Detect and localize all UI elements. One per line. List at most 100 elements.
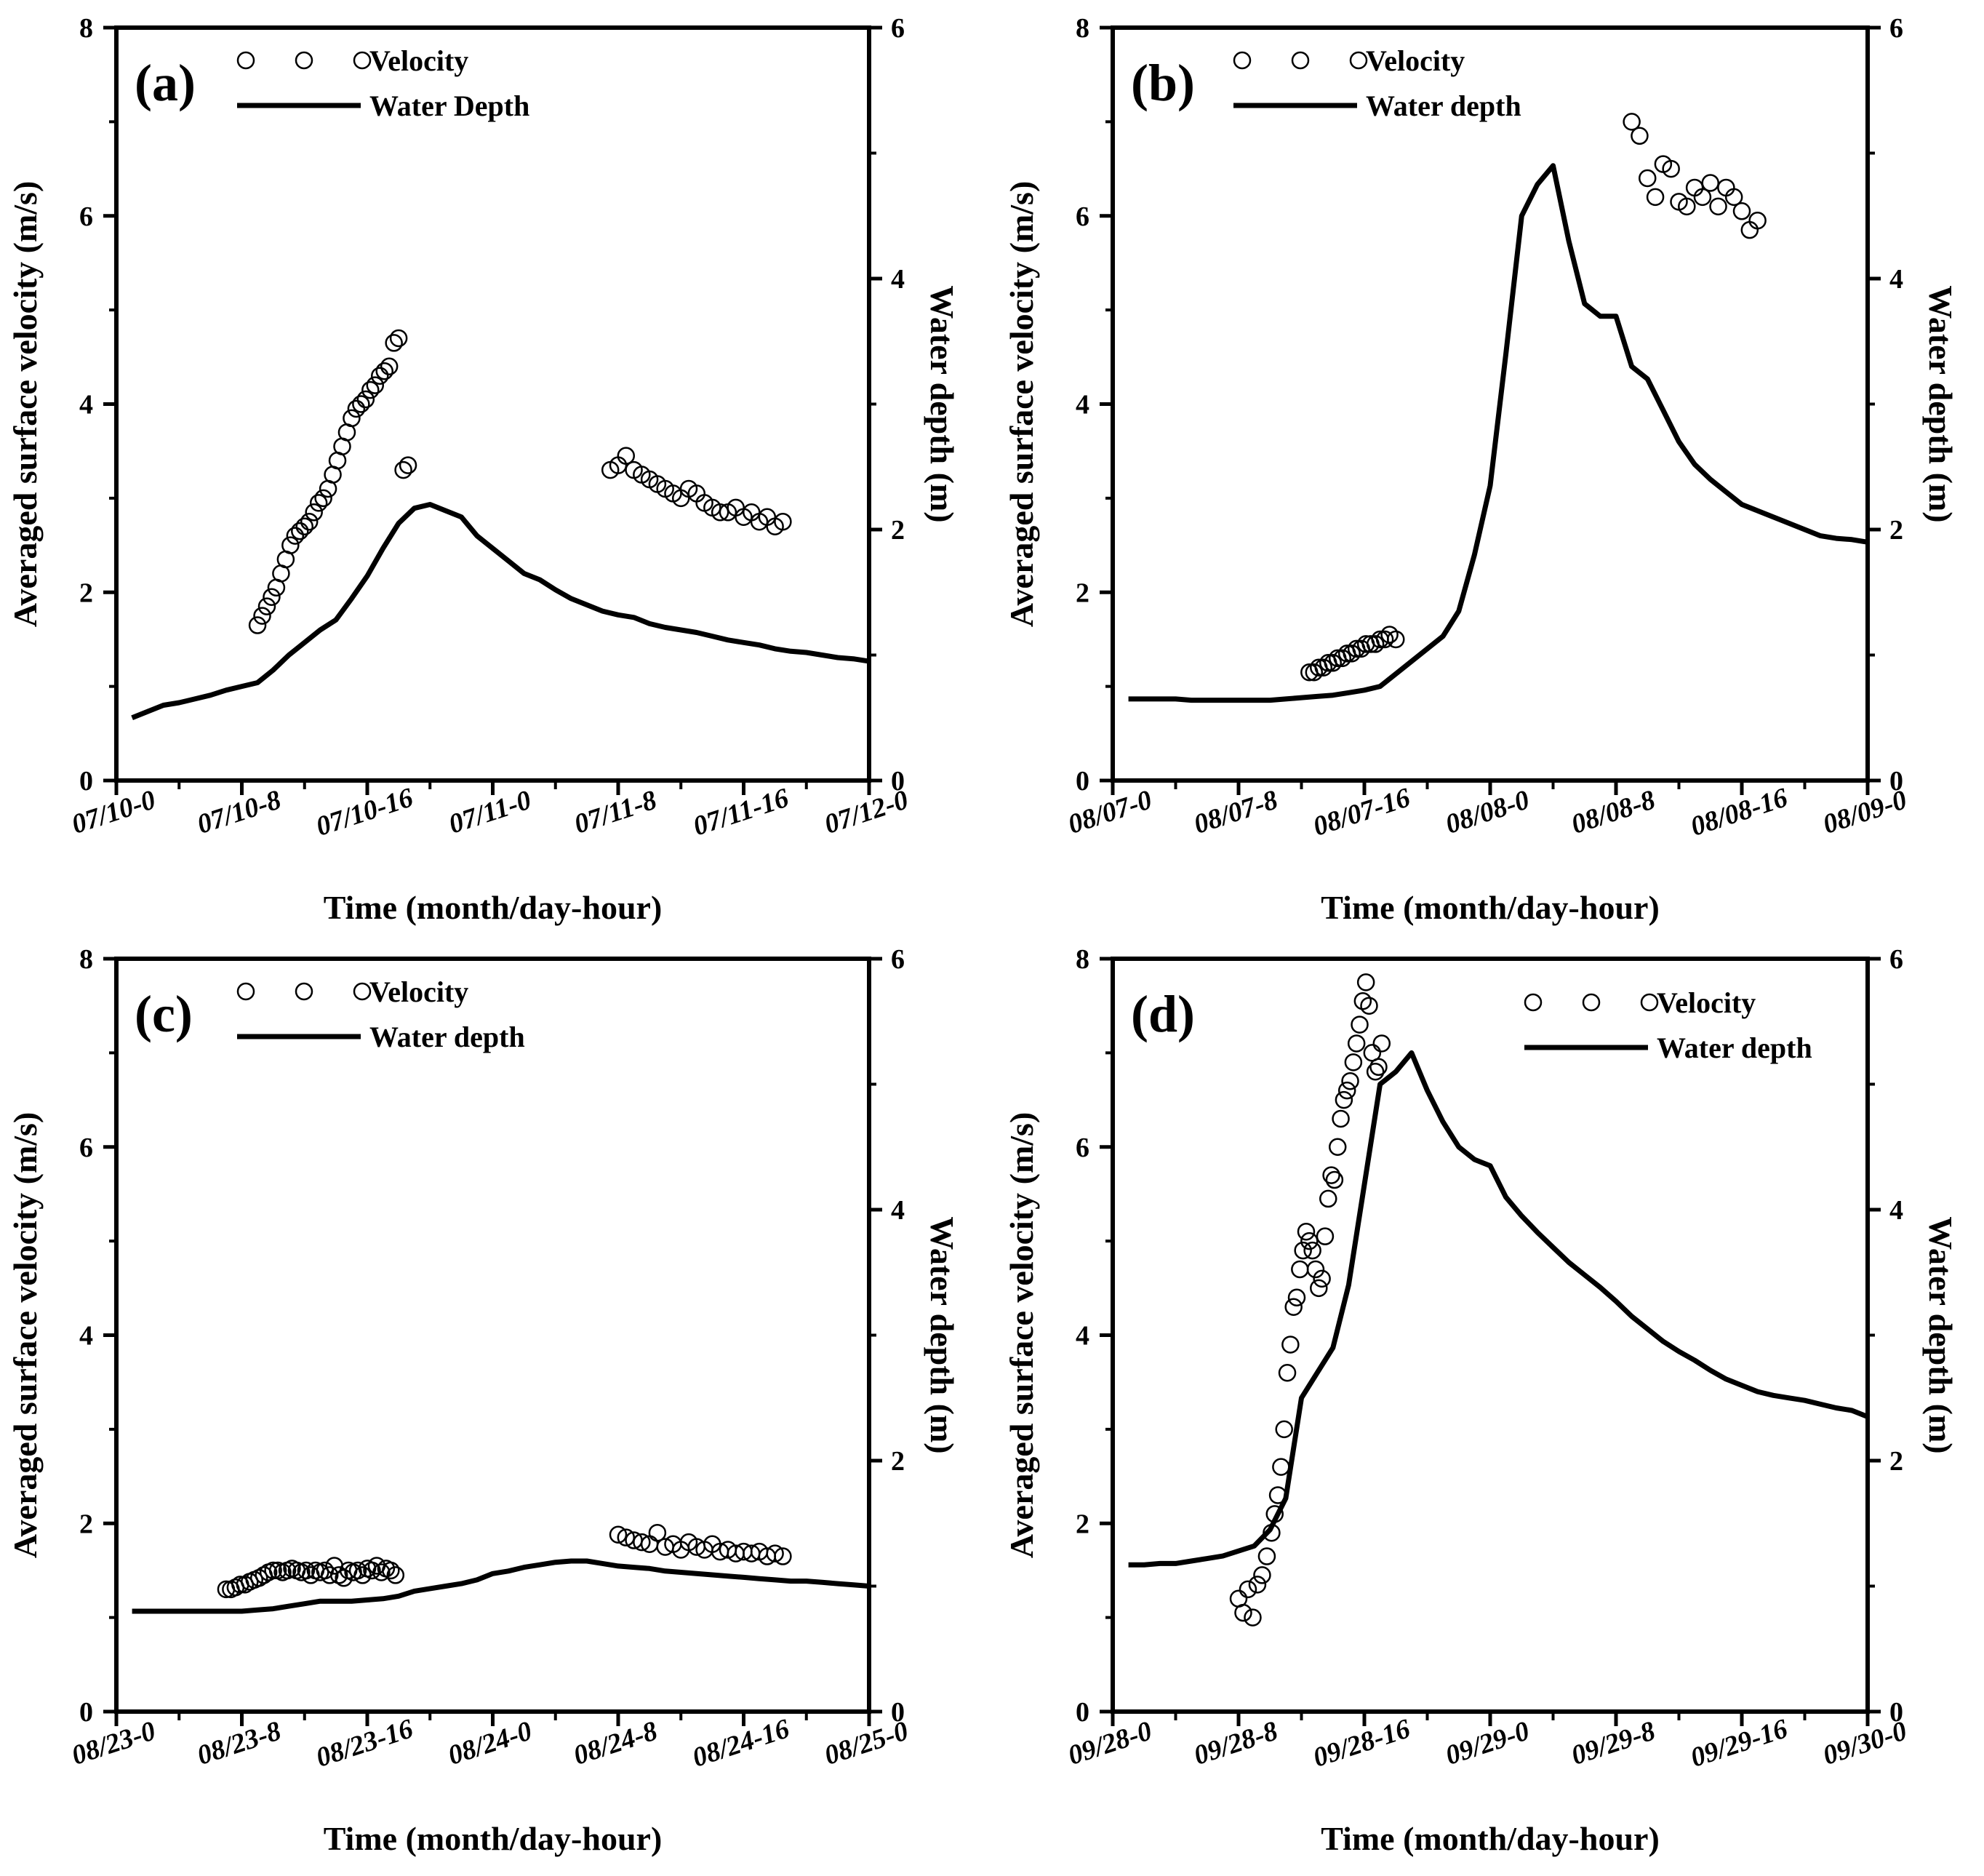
y-left-tick-label: 0 xyxy=(1076,766,1089,797)
velocity-point xyxy=(264,1561,282,1580)
velocity-point xyxy=(1268,1486,1287,1504)
velocity-point xyxy=(1316,1227,1335,1245)
velocity-point xyxy=(1272,1458,1290,1476)
legend-velocity-marker xyxy=(1233,51,1252,70)
legend: Velocity Water depth xyxy=(1524,986,1812,1064)
y-left-tick-label: 8 xyxy=(1076,944,1089,975)
legend-velocity-marker xyxy=(1582,993,1601,1012)
velocity-point xyxy=(1366,635,1385,653)
y-right-tick-label: 0 xyxy=(1889,1697,1903,1728)
velocity-point xyxy=(1360,997,1378,1015)
legend-velocity-marker xyxy=(236,982,255,1001)
y-right-tick-label: 2 xyxy=(1889,1446,1903,1477)
legend: Velocity Water depth xyxy=(236,975,525,1053)
velocity-point xyxy=(766,1544,784,1562)
y-right-tick-label: 4 xyxy=(891,264,905,295)
velocity-point xyxy=(1303,1241,1321,1260)
chart-panel-1: 08/07-0 08/07-8 08/07-16 08/08-0 08/08-8 08/0… xyxy=(1003,13,1959,926)
velocity-point xyxy=(1239,1580,1257,1599)
velocity-point xyxy=(1305,663,1324,682)
y-right-tick-label: 6 xyxy=(891,944,905,975)
y-right-axis-title: Water depth (m) xyxy=(924,285,961,522)
velocity-point xyxy=(1662,159,1680,178)
velocity-point xyxy=(1375,630,1394,649)
velocity-point xyxy=(366,376,385,394)
x-axis-title: Time (month/day-hour) xyxy=(1321,1820,1660,1857)
velocity-point xyxy=(1709,197,1727,216)
panel-label: (b) xyxy=(1131,54,1195,112)
velocity-point xyxy=(1244,1608,1262,1626)
y-right-tick-label: 0 xyxy=(891,1697,905,1728)
velocity-point xyxy=(1253,1566,1271,1584)
y-right-tick-label: 4 xyxy=(1889,1195,1903,1226)
y-left-tick-label: 4 xyxy=(79,390,93,420)
water-depth-line xyxy=(1128,163,1868,703)
velocity-point xyxy=(248,616,267,634)
y-right-tick-label: 4 xyxy=(1889,264,1903,295)
x-axis-title: Time (month/day-hour) xyxy=(324,1820,663,1857)
velocity-point xyxy=(1631,127,1649,145)
velocity-point xyxy=(305,503,323,522)
velocity-point xyxy=(1639,169,1657,188)
y-left-tick-label: 6 xyxy=(1076,1133,1089,1163)
velocity-point xyxy=(249,1569,268,1587)
y-left-tick-label: 8 xyxy=(79,13,93,44)
y-left-tick-label: 0 xyxy=(1076,1697,1089,1728)
velocity-point xyxy=(1287,1288,1306,1306)
y-right-tick-label: 6 xyxy=(891,13,905,44)
velocity-point xyxy=(356,390,375,409)
legend-velocity-label: Velocity xyxy=(369,44,468,77)
velocity-point xyxy=(1337,1081,1356,1100)
velocity-point xyxy=(352,395,370,413)
velocity-point xyxy=(617,447,636,465)
velocity-point xyxy=(1297,1222,1316,1241)
velocity-point xyxy=(1380,626,1399,644)
y-right-tick-label: 2 xyxy=(891,1446,905,1477)
y-left-axis-title: Averaged surface velocity (m/s) xyxy=(7,1112,44,1559)
legend-depth-label: Water depth xyxy=(369,1021,525,1053)
velocity-point xyxy=(372,1563,391,1581)
velocity-point xyxy=(1306,1260,1325,1279)
y-left-tick-label: 0 xyxy=(79,1697,93,1728)
velocity-point xyxy=(371,367,389,385)
velocity-point xyxy=(1369,1058,1388,1077)
legend-velocity-marker xyxy=(353,982,372,1001)
velocity-point xyxy=(297,1561,316,1580)
velocity-point xyxy=(1319,1189,1337,1208)
legend-velocity-marker xyxy=(1349,51,1368,70)
y-left-axis-title: Averaged surface velocity (m/s) xyxy=(7,181,44,628)
y-left-tick-label: 8 xyxy=(79,944,93,975)
y-right-axis-title: Water depth (m) xyxy=(1922,285,1959,522)
panel-label: (d) xyxy=(1131,985,1195,1043)
velocity-point xyxy=(1646,188,1665,207)
velocity-point xyxy=(774,512,792,531)
velocity-point xyxy=(1332,1109,1350,1128)
legend-velocity-marker xyxy=(1291,51,1310,70)
velocity-point xyxy=(617,1528,636,1546)
velocity-point xyxy=(314,489,332,508)
x-axis-title: Time (month/day-hour) xyxy=(1321,889,1660,926)
velocity-point xyxy=(291,522,309,540)
y-right-tick-label: 6 xyxy=(1889,944,1903,975)
y-right-tick-label: 2 xyxy=(1889,515,1903,546)
velocity-point xyxy=(343,409,361,428)
velocity-point xyxy=(1322,1166,1340,1184)
velocity-point xyxy=(648,1523,667,1542)
y-left-tick-label: 2 xyxy=(1076,578,1089,608)
velocity-point xyxy=(1732,202,1751,220)
velocity-point xyxy=(1257,1547,1276,1565)
velocity-point xyxy=(1324,654,1342,672)
velocity-point xyxy=(257,597,276,615)
velocity-point xyxy=(363,1561,381,1580)
velocity-point xyxy=(329,1566,348,1584)
y-right-tick-label: 0 xyxy=(891,766,905,797)
velocity-point xyxy=(1310,1279,1328,1298)
legend-velocity-label: Velocity xyxy=(1657,986,1756,1019)
velocity-point xyxy=(361,380,380,399)
legend-velocity-marker xyxy=(353,51,372,70)
velocity-point xyxy=(1701,174,1719,192)
legend-velocity-marker xyxy=(295,51,313,70)
velocity-point xyxy=(236,1576,255,1594)
legend-velocity-label: Velocity xyxy=(1366,44,1465,77)
velocity-point xyxy=(774,1547,792,1565)
